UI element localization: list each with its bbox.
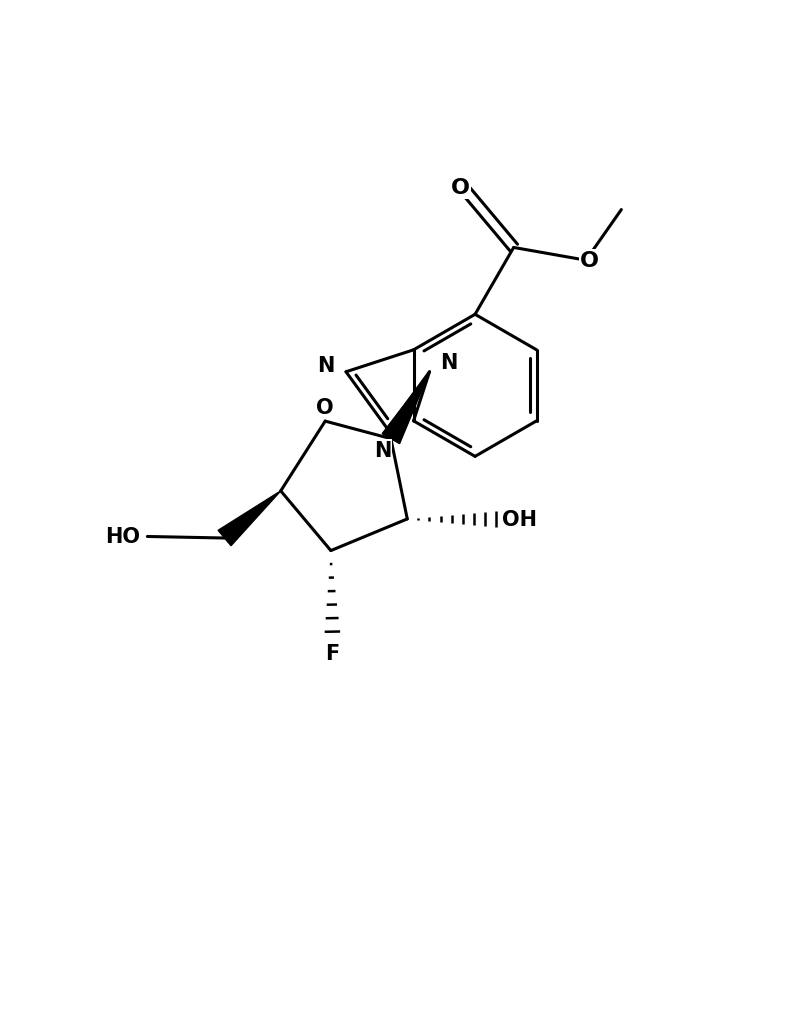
Polygon shape [218, 491, 281, 546]
Text: N: N [317, 356, 334, 376]
Text: OH: OH [502, 510, 537, 530]
Polygon shape [382, 372, 429, 444]
Text: N: N [440, 352, 457, 372]
Text: O: O [580, 251, 599, 271]
Text: HO: HO [105, 527, 139, 547]
Text: N: N [374, 441, 391, 461]
Text: O: O [317, 397, 334, 418]
Text: O: O [451, 178, 470, 198]
Text: F: F [325, 644, 340, 663]
